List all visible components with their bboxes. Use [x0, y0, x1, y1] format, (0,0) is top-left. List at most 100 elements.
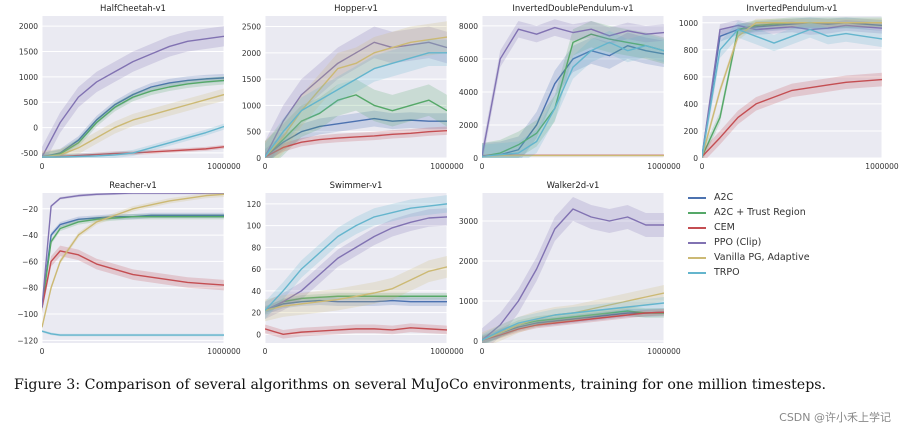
series-band-ppo-clip	[265, 208, 447, 320]
series-band-a2c	[42, 212, 224, 311]
series-group	[42, 193, 224, 337]
series-line-vanilla-pg-adaptive	[265, 36, 447, 158]
series-line-vanilla-pg-adaptive	[42, 193, 224, 328]
series-group	[702, 17, 882, 158]
ytick-label: 4000	[459, 88, 478, 97]
xtick-label: 1000000	[430, 347, 464, 356]
series-group	[265, 195, 447, 339]
panel-title: InvertedPendulum-v1	[746, 4, 837, 14]
series-band-vanilla-pg-adaptive	[482, 285, 664, 343]
ytick-label: 200	[684, 127, 699, 136]
panel-swimmer-v1: Swimmer-v1 0 20 40 60 80 100 120 0 1000000	[247, 181, 464, 356]
xtick-label: 0	[480, 347, 485, 356]
series-line-vanilla-pg-adaptive	[702, 22, 882, 157]
series-line-ppo-clip	[42, 35, 224, 158]
ytick-label: 2500	[242, 23, 261, 32]
legend-label-cem: CEM	[714, 222, 735, 233]
series-band-trpo	[482, 30, 664, 158]
ytick-label: −120	[17, 336, 38, 345]
legend: A2C A2C + Trust Region CEM PPO (Clip) Va…	[688, 190, 888, 280]
series-line-cem	[42, 250, 224, 308]
panel-invertedpendulum-v1: InvertedPendulum-v1 0 200 400 600 800 1000 0 100…	[679, 4, 899, 171]
series-band-vanilla-pg-adaptive	[265, 21, 447, 158]
legend-swatch-trpo	[688, 271, 706, 274]
ytick-label: 60	[251, 265, 261, 274]
ytick-label: 2000	[459, 257, 478, 266]
ytick-label: 0	[473, 337, 478, 346]
ytick-label: 500	[24, 98, 39, 107]
series-line-a2c-trust-region	[482, 33, 664, 158]
plot-area	[702, 16, 882, 158]
series-line-a2c	[42, 77, 224, 158]
panel-title: Swimmer-v1	[330, 181, 383, 191]
series-group	[482, 197, 664, 343]
series-band-cem	[482, 309, 664, 343]
xtick-label: 1000000	[430, 162, 464, 171]
series-band-trpo	[42, 123, 224, 158]
ytick-label: 1500	[242, 75, 261, 84]
ytick-label: 0	[33, 124, 38, 133]
series-band-a2c	[482, 32, 664, 158]
ytick-label: 40	[251, 287, 261, 296]
series-line-trpo	[482, 302, 664, 341]
xtick-label: 1000000	[647, 162, 681, 171]
legend-swatch-a2c	[688, 196, 706, 199]
ytick-label: 0	[473, 154, 478, 163]
ytick-label: 2000	[459, 121, 478, 130]
series-line-trpo	[482, 41, 664, 158]
ytick-label: −60	[22, 257, 38, 266]
series-band-a2c	[265, 110, 447, 158]
series-line-trpo	[42, 330, 224, 336]
panel-hopper-v1: Hopper-v1 0 500 1000 1500 2000 2500 0 1000000	[242, 4, 464, 171]
series-line-ppo-clip	[482, 208, 664, 341]
legend-item-a2c: A2C	[688, 190, 888, 205]
legend-swatch-a2c-trust-region	[688, 211, 706, 214]
series-line-ppo-clip	[482, 26, 664, 157]
ytick-label: 1000	[459, 297, 478, 306]
series-group	[265, 21, 447, 158]
ytick-label: 1000	[19, 73, 38, 82]
series-band-ppo-clip	[482, 197, 664, 343]
legend-label-ppo-clip: PPO (Clip)	[714, 237, 762, 248]
series-line-a2c	[482, 45, 664, 158]
series-line-cem	[482, 311, 664, 341]
xtick-label: 0	[263, 347, 268, 356]
ytick-label: 800	[684, 46, 699, 55]
ytick-label: 2000	[19, 22, 38, 31]
ytick-label: 1000	[679, 19, 698, 28]
series-line-trpo	[265, 52, 447, 158]
legend-item-ppo-clip: PPO (Clip)	[688, 235, 888, 250]
watermark: CSDN @许小禾上学记	[779, 411, 891, 424]
ytick-label: 20	[251, 309, 261, 318]
legend-swatch-cem	[688, 226, 706, 229]
legend-item-cem: CEM	[688, 220, 888, 235]
ytick-label: −80	[22, 284, 38, 293]
ytick-label: 3000	[459, 217, 478, 226]
series-group	[482, 19, 664, 158]
xtick-label: 1000000	[865, 162, 899, 171]
series-band-trpo	[702, 21, 882, 158]
xtick-label: 0	[700, 162, 705, 171]
ytick-label: 1500	[19, 48, 38, 57]
series-line-vanilla-pg-adaptive	[482, 154, 664, 158]
series-band-cem	[42, 245, 224, 313]
legend-label-trpo: TRPO	[714, 267, 740, 278]
xtick-label: 0	[263, 162, 268, 171]
ytick-label: 6000	[459, 55, 478, 64]
ytick-label: 80	[251, 243, 261, 252]
xtick-label: 1000000	[647, 347, 681, 356]
ytick-label: -500	[21, 149, 38, 158]
ytick-label: 0	[693, 154, 698, 163]
series-line-a2c-trust-region	[265, 94, 447, 158]
series-line-a2c	[482, 311, 664, 341]
plot-area	[42, 16, 224, 158]
series-band-trpo	[265, 39, 447, 158]
ytick-label: 2000	[242, 49, 261, 58]
series-band-vanilla-pg-adaptive	[42, 193, 224, 330]
series-line-ppo-clip	[42, 193, 224, 308]
series-line-ppo-clip	[265, 41, 447, 158]
series-line-trpo	[265, 203, 447, 311]
series-group	[42, 26, 224, 158]
